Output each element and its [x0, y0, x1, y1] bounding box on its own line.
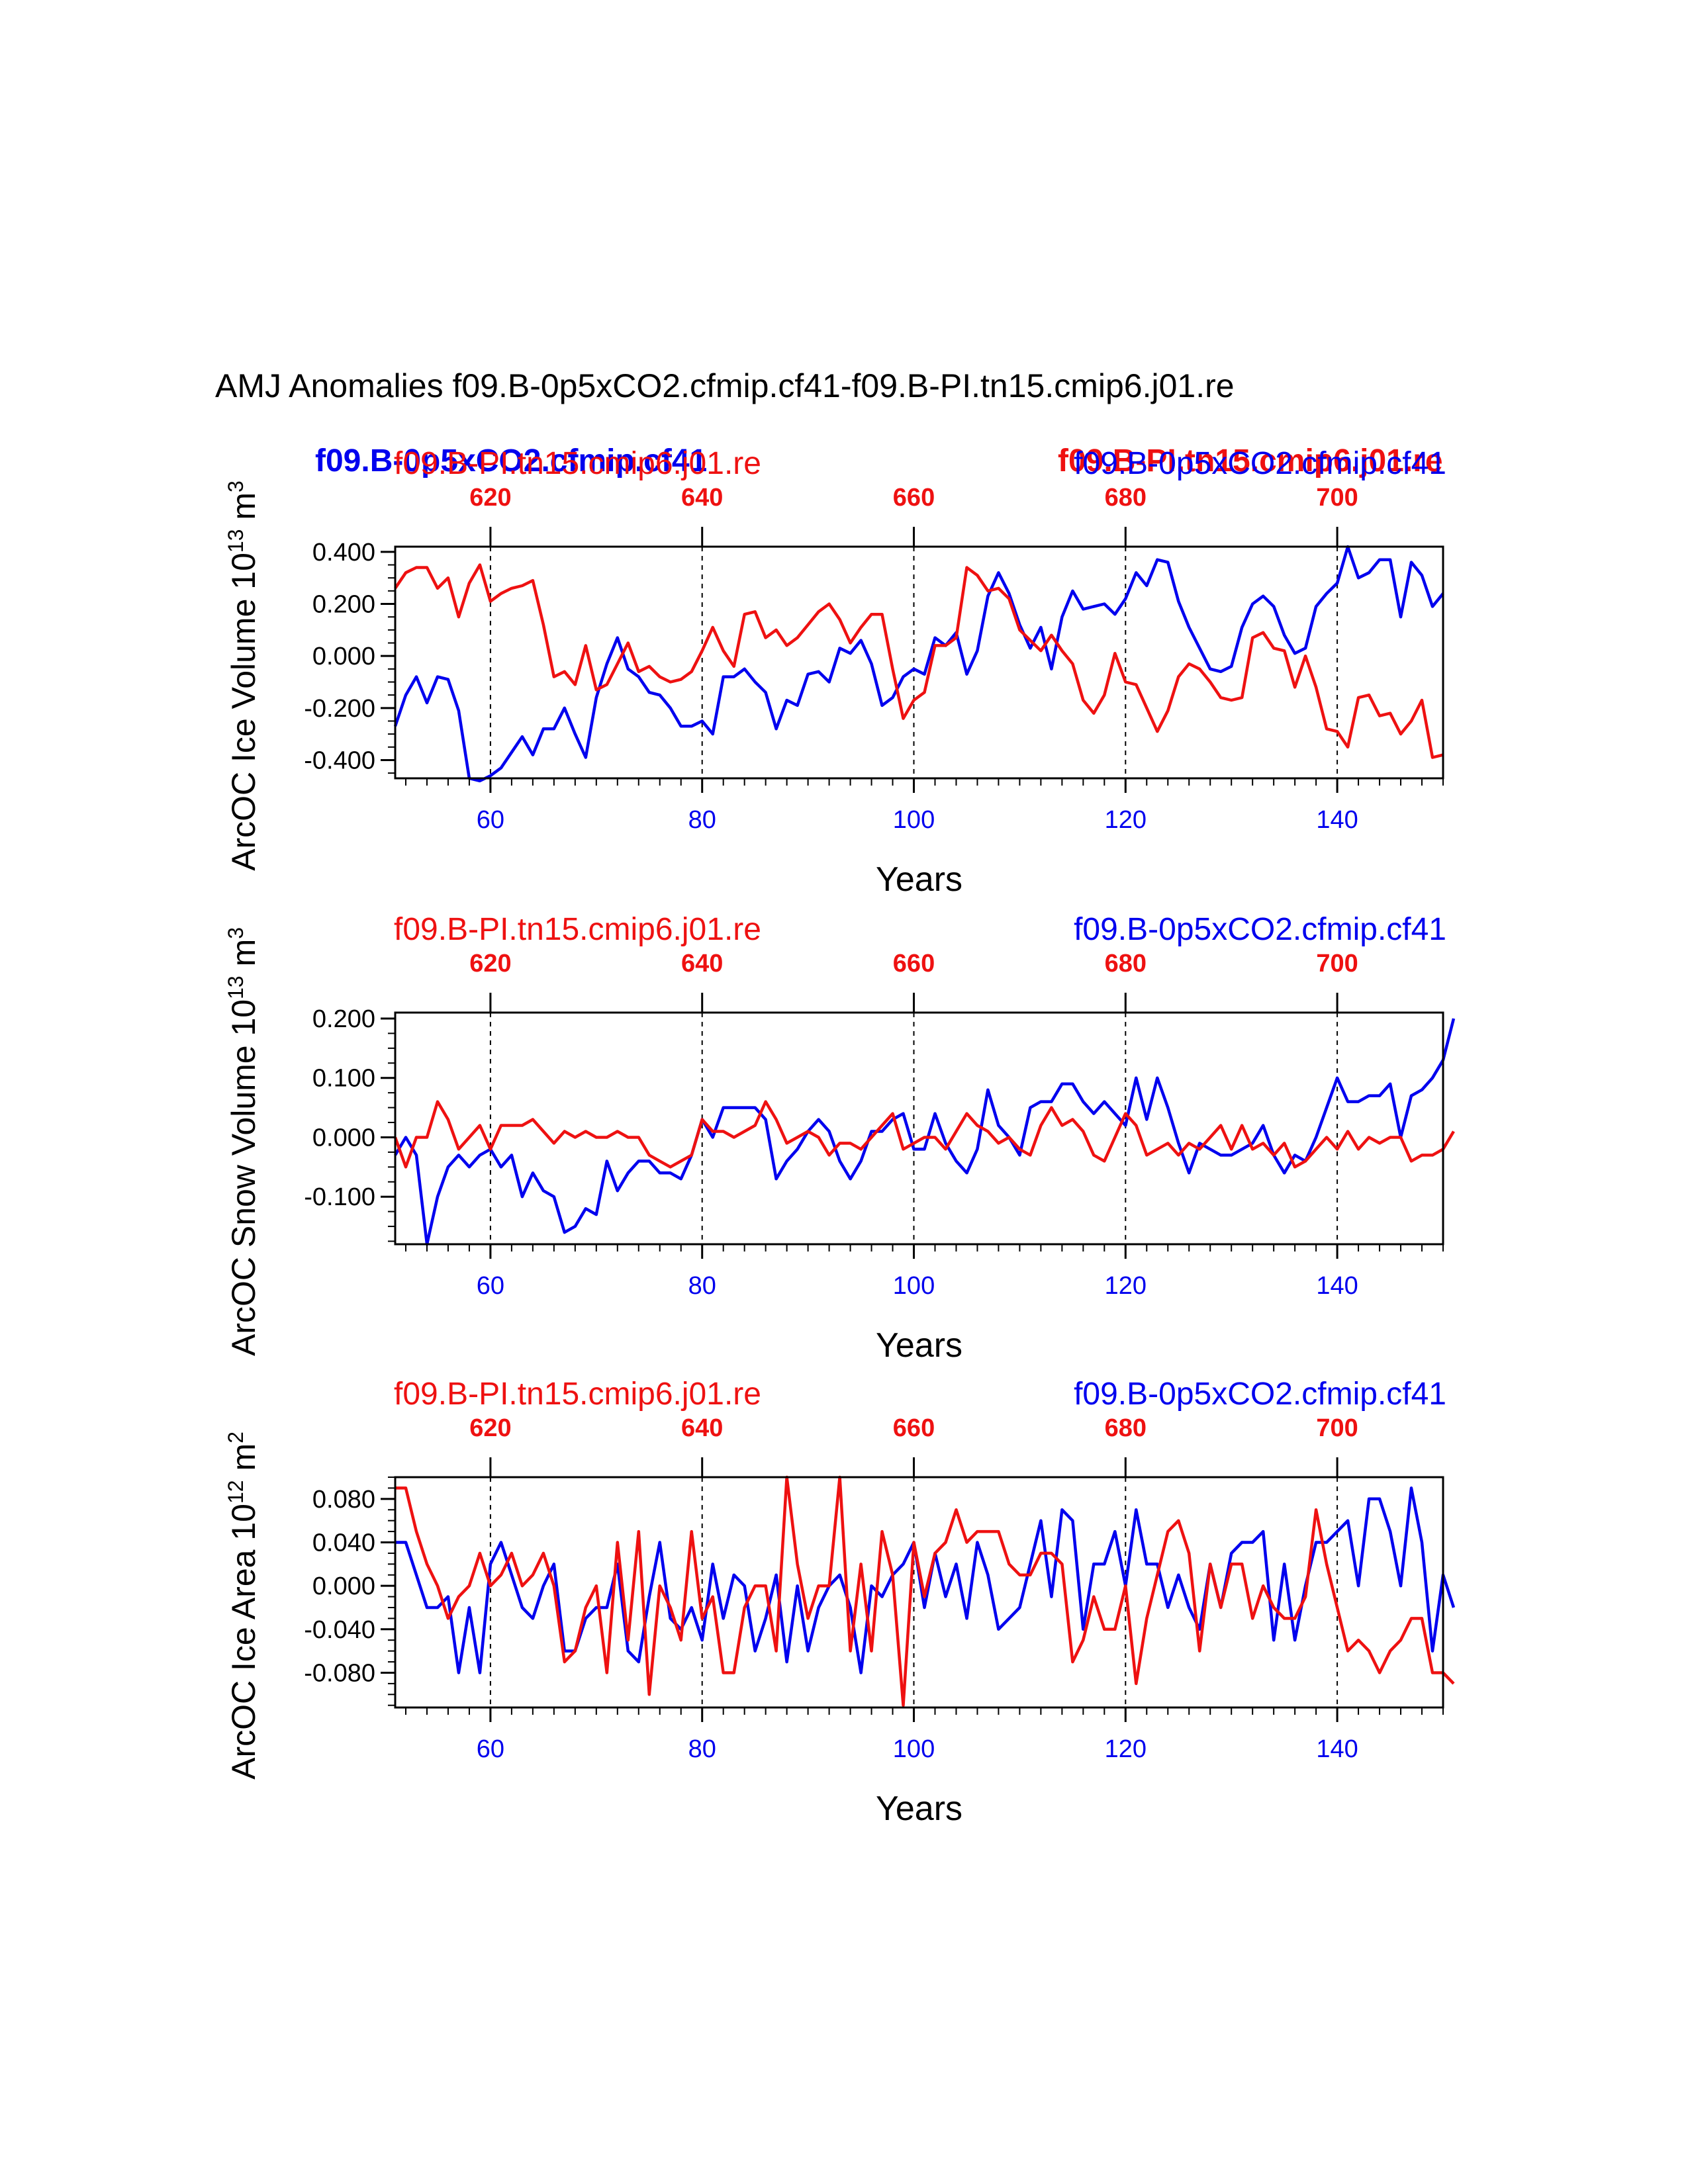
x-tick-label-bottom: 100: [893, 1735, 935, 1763]
figure-title: AMJ Anomalies f09.B-0p5xCO2.cfmip.cf41-f…: [215, 367, 1235, 404]
y-tick-label: -0.080: [304, 1659, 375, 1687]
x-tick-label-top: 700: [1316, 1414, 1358, 1442]
snow-volume-panel: 0.200 0.100 0.000 -0.100 60 80 100 120 140 620 640…: [224, 912, 1456, 1365]
x-tick-label-bottom: 60: [477, 1272, 504, 1300]
ice-area-panel: 0.080 0.040 0.000 -0.040 -0.080 60 80 100 120 140…: [224, 1377, 1456, 1828]
x-tick-label-bottom: 80: [688, 1272, 716, 1300]
x-axis-title: Years: [876, 860, 962, 899]
blue-series-line: [393, 545, 1444, 783]
x-tick-label-bottom: 100: [893, 1272, 935, 1300]
x-tick-label-bottom: 140: [1316, 806, 1358, 834]
x-tick-label-top: 640: [681, 1414, 723, 1442]
x-tick-label-top: 620: [469, 484, 511, 512]
top-right-series-label: f09.B-0p5xCO2.cfmip.cf41: [1074, 912, 1446, 947]
plot-frame: [394, 545, 1444, 780]
blue-series-line: [395, 1486, 1456, 1674]
y-tick-label: 0.400: [312, 539, 375, 567]
x-tick-label-bottom: 140: [1316, 1735, 1358, 1763]
red-series-line: [393, 1100, 1455, 1169]
y-axis-title: ArcOC Ice Volume 1013 m3: [224, 480, 262, 871]
legend-overlap-red: f09.B-PI.tn15.cmip6.j01.re: [1058, 443, 1443, 478]
red-series-line: [394, 563, 1444, 759]
top-left-series-label: f09.B-PI.tn15.cmip6.j01.re: [394, 1377, 761, 1412]
x-tick-label-bottom: 80: [688, 806, 716, 834]
y-tick-label: 0.000: [312, 1572, 375, 1600]
plot-frame: [394, 1011, 1444, 1246]
y-tick-label: 0.040: [312, 1529, 375, 1557]
x-tick-label-bottom: 120: [1105, 806, 1147, 834]
x-tick-label-bottom: 60: [477, 806, 504, 834]
x-tick-label-top: 680: [1105, 950, 1147, 978]
top-left-series-label: f09.B-PI.tn15.cmip6.j01.re: [394, 446, 761, 481]
x-axis-title: Years: [876, 1790, 962, 1828]
y-tick-label: 0.200: [312, 1005, 375, 1033]
y-tick-label: 0.080: [312, 1486, 375, 1514]
y-tick-label: -0.040: [304, 1616, 375, 1644]
x-tick-label-bottom: 100: [893, 806, 935, 834]
x-axis-title: Years: [876, 1326, 962, 1365]
x-tick-label-top: 660: [893, 950, 935, 978]
plot-frame: [394, 1476, 1444, 1709]
legend-overlap-blue: f09.B-0p5xCO2.cfmip.cf41: [315, 443, 707, 478]
y-tick-label: 0.100: [312, 1065, 375, 1093]
top-right-series-label: f09.B-0p5xCO2.cfmip.cf41: [1074, 446, 1446, 481]
y-tick-label: -0.400: [304, 747, 375, 774]
y-axis-title: ArcOC Snow Volume 1013 m3: [224, 927, 262, 1356]
x-tick-label-top: 640: [681, 950, 723, 978]
y-axis-title: ArcOC Ice Area 1012 m2: [224, 1432, 262, 1780]
y-tick-label: 0.000: [312, 643, 375, 670]
top-left-series-label: f09.B-PI.tn15.cmip6.j01.re: [394, 912, 761, 947]
x-tick-label-bottom: 80: [688, 1735, 716, 1763]
y-tick-label: -0.100: [304, 1183, 375, 1211]
ice-volume-panel: 0.400 0.200 0.000 -0.200 -0.400 60 80 100 120 140…: [224, 446, 1446, 899]
x-tick-label-top: 680: [1105, 1414, 1147, 1442]
x-tick-label-bottom: 60: [477, 1735, 504, 1763]
top-right-series-label: f09.B-0p5xCO2.cfmip.cf41: [1074, 1377, 1446, 1412]
x-tick-label-top: 660: [893, 1414, 935, 1442]
x-tick-label-top: 680: [1105, 484, 1147, 512]
blue-series-line: [394, 1018, 1456, 1246]
red-series-line: [395, 1475, 1455, 1707]
y-tick-label: 0.000: [312, 1124, 375, 1152]
x-tick-label-top: 640: [681, 484, 723, 512]
x-tick-label-top: 700: [1316, 950, 1358, 978]
x-tick-label-top: 620: [469, 1414, 511, 1442]
x-tick-label-top: 660: [893, 484, 935, 512]
y-tick-label: -0.200: [304, 695, 375, 723]
x-tick-label-bottom: 140: [1316, 1272, 1358, 1300]
x-tick-label-top: 700: [1316, 484, 1358, 512]
y-tick-label: 0.200: [312, 591, 375, 619]
x-tick-label-bottom: 120: [1105, 1272, 1147, 1300]
x-tick-label-top: 620: [469, 950, 511, 978]
x-tick-label-bottom: 120: [1105, 1735, 1147, 1763]
